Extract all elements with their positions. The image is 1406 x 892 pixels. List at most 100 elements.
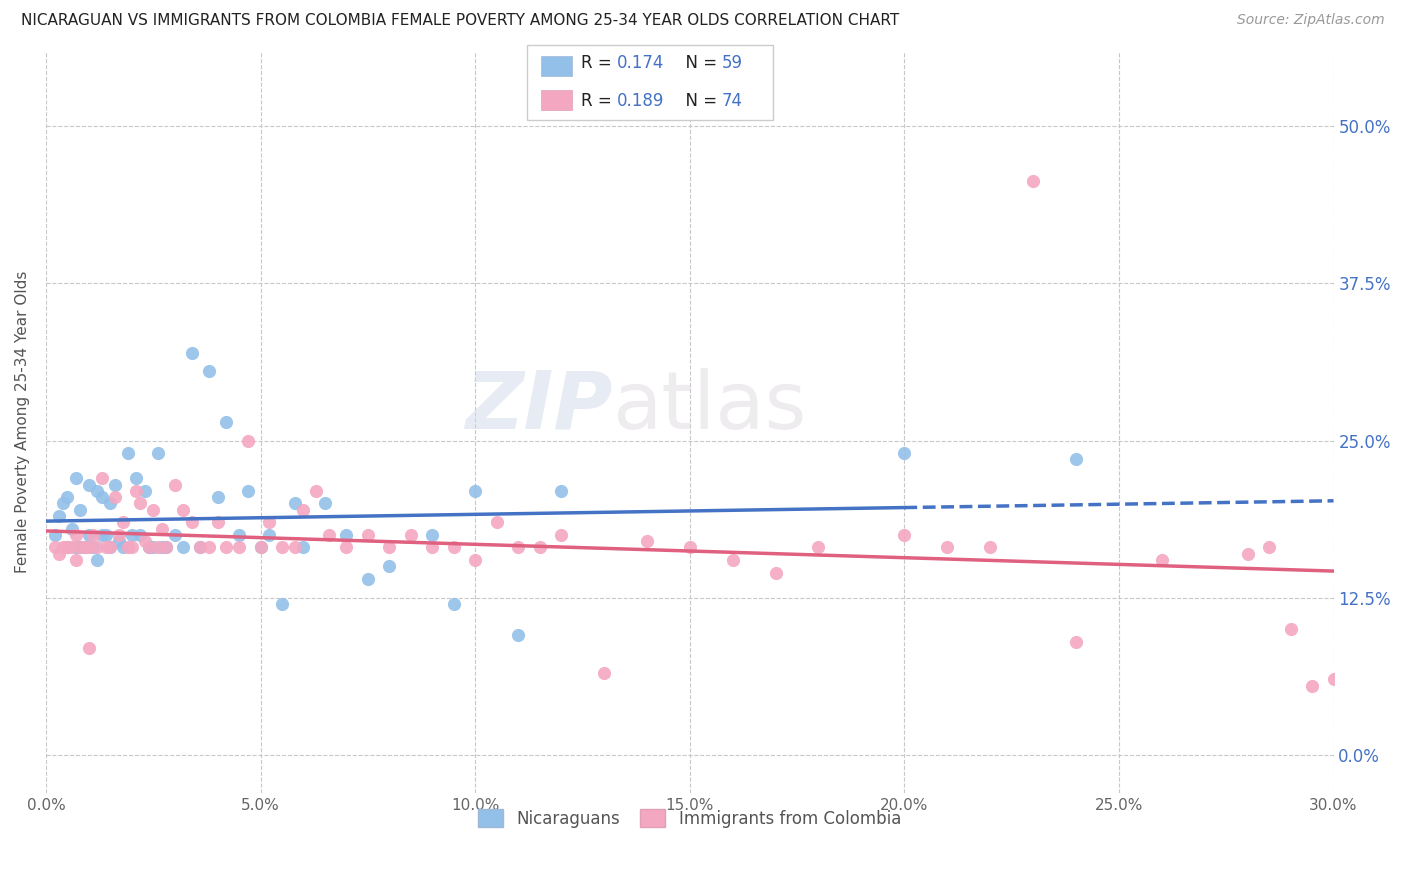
Point [146, 541, 169, 555]
Point [236, 483, 259, 498]
Point [73, 541, 96, 555]
Point [215, 415, 238, 429]
Point [529, 541, 551, 555]
Point [65, 471, 87, 485]
Point [65, 553, 87, 567]
Point [121, 541, 143, 555]
Point [77, 541, 100, 555]
Point [172, 541, 194, 555]
Point [52, 496, 75, 510]
Point [271, 597, 294, 611]
Point [112, 541, 135, 555]
Point [77, 640, 100, 655]
Point [550, 528, 572, 542]
Point [236, 434, 259, 448]
Point [86, 541, 108, 555]
Text: ZIP: ZIP [465, 368, 613, 446]
Point [44, 528, 66, 542]
Point [94, 541, 117, 555]
Point [1064, 452, 1087, 467]
Point [357, 572, 380, 586]
Point [125, 471, 148, 485]
Text: 74: 74 [721, 92, 742, 110]
Text: Source: ZipAtlas.com: Source: ZipAtlas.com [1237, 13, 1385, 28]
Point [443, 541, 465, 555]
Point [69, 502, 91, 516]
Point [292, 541, 315, 555]
Point [198, 364, 221, 378]
Point [292, 502, 315, 516]
Point [215, 541, 238, 555]
Point [82, 528, 104, 542]
Point [464, 483, 486, 498]
Text: N =: N = [675, 92, 723, 110]
Point [56, 541, 79, 555]
Point [765, 566, 787, 580]
Point [314, 496, 336, 510]
Point [138, 541, 160, 555]
Point [1236, 547, 1258, 561]
Point [249, 541, 271, 555]
Point [86, 553, 108, 567]
Point [284, 541, 307, 555]
Point [190, 541, 212, 555]
Point [180, 345, 202, 359]
Point [90, 471, 112, 485]
Point [125, 483, 148, 498]
Point [65, 528, 87, 542]
Point [593, 666, 616, 681]
Point [60, 541, 83, 555]
Point [65, 541, 87, 555]
Point [679, 541, 702, 555]
Point [207, 490, 229, 504]
Point [129, 528, 152, 542]
Point [98, 541, 121, 555]
Point [180, 516, 202, 530]
Point [134, 534, 156, 549]
Point [142, 502, 165, 516]
Point [284, 496, 307, 510]
Point [318, 528, 340, 542]
Point [190, 541, 212, 555]
Point [90, 528, 112, 542]
Point [1301, 679, 1323, 693]
Point [44, 541, 66, 555]
Point [506, 541, 529, 555]
Legend: Nicaraguans, Immigrants from Colombia: Nicaraguans, Immigrants from Colombia [470, 801, 910, 837]
Point [936, 541, 959, 555]
Point [129, 496, 152, 510]
Text: 59: 59 [721, 54, 742, 72]
Point [56, 541, 79, 555]
Point [56, 490, 79, 504]
Y-axis label: Female Poverty Among 25-34 Year Olds: Female Poverty Among 25-34 Year Olds [15, 270, 30, 573]
Point [155, 541, 177, 555]
Point [73, 541, 96, 555]
Point [98, 541, 121, 555]
Point [893, 528, 915, 542]
Point [121, 528, 143, 542]
Point [399, 528, 422, 542]
Point [52, 541, 75, 555]
Point [60, 522, 83, 536]
Point [807, 541, 830, 555]
Point [464, 553, 486, 567]
Text: N =: N = [675, 54, 723, 72]
Point [1022, 174, 1045, 188]
Point [207, 516, 229, 530]
Point [104, 477, 127, 491]
Point [228, 528, 250, 542]
Point [335, 528, 357, 542]
Point [249, 541, 271, 555]
Point [86, 483, 108, 498]
Point [257, 516, 280, 530]
Point [172, 502, 194, 516]
Point [134, 483, 156, 498]
Point [77, 477, 100, 491]
Text: R =: R = [581, 92, 617, 110]
Point [1322, 673, 1344, 687]
Point [357, 528, 380, 542]
Point [138, 541, 160, 555]
Point [163, 528, 186, 542]
Point [420, 541, 443, 555]
Point [155, 541, 177, 555]
